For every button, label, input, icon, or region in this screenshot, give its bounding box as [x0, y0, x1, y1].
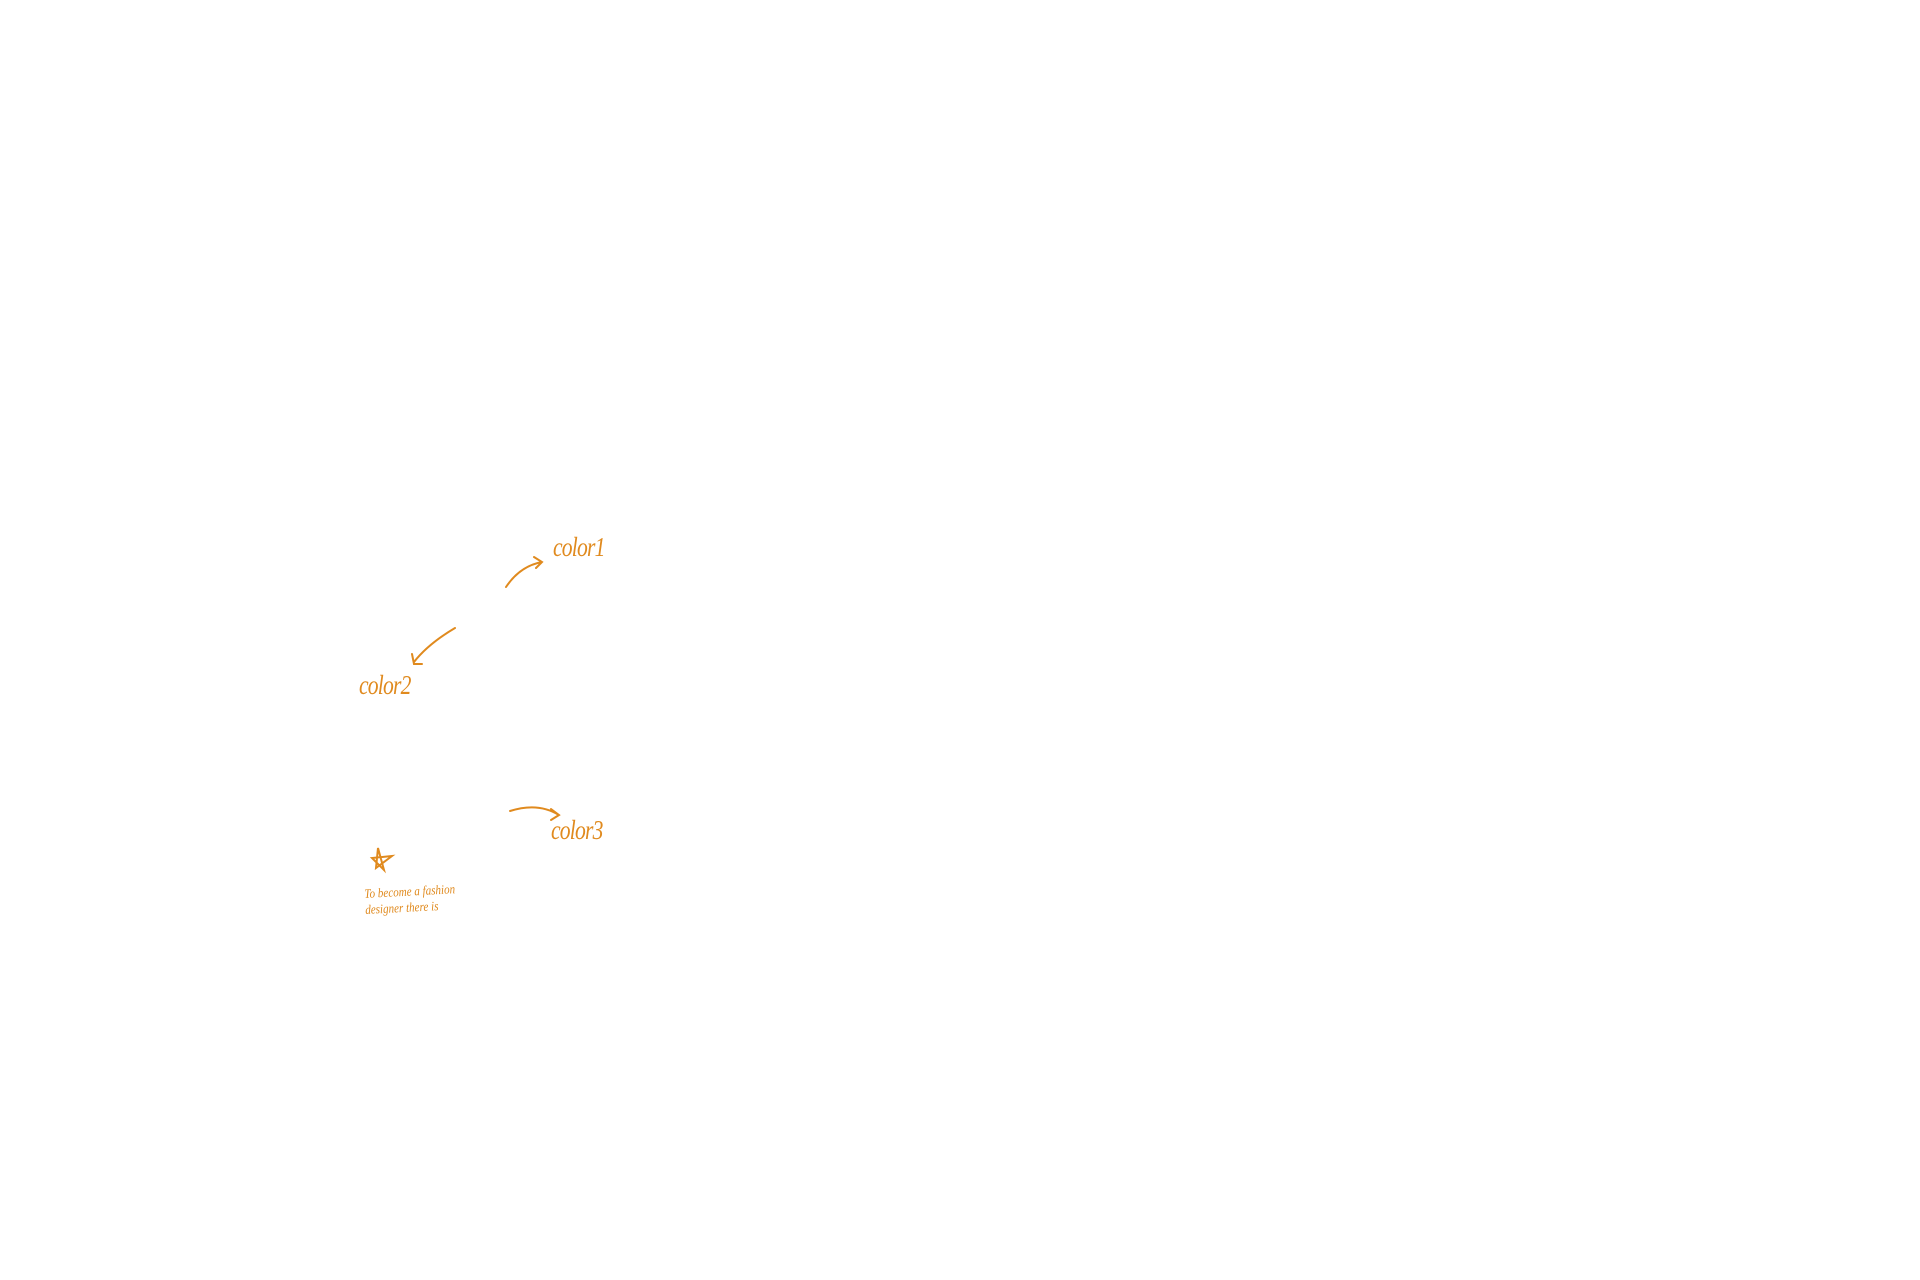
- arrow: [509, 806, 561, 821]
- label: color1: [553, 532, 605, 562]
- arrow: [505, 556, 544, 588]
- arrow: [411, 627, 456, 665]
- star-icon: [369, 847, 396, 874]
- label: color3: [551, 815, 603, 845]
- label: color2: [359, 670, 411, 700]
- note: To become a fashion designer there is: [364, 881, 456, 918]
